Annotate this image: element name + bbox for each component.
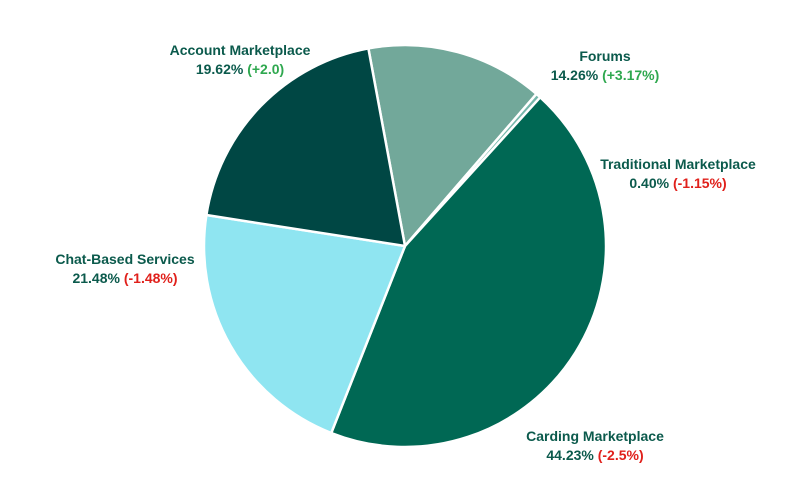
- slice-change: (-2.5%): [597, 447, 644, 463]
- label-forums: Forums 14.26% (+3.17%): [520, 47, 690, 85]
- label-traditional-marketplace: Traditional Marketplace 0.40% (-1.15%): [578, 155, 778, 193]
- slice-value: 14.26%: [550, 67, 599, 83]
- slice-change: (+3.17%): [602, 67, 660, 83]
- label-carding-marketplace: Carding Marketplace 44.23% (-2.5%): [500, 427, 690, 465]
- pie-slice-carding-marketplace: [330, 96, 608, 449]
- slice-change: (-1.48%): [123, 270, 178, 286]
- slice-value: 44.23%: [546, 447, 594, 463]
- pie-slice-account-marketplace: [205, 47, 407, 248]
- slice-name: Forums: [579, 48, 631, 64]
- slice-value: 19.62%: [195, 61, 244, 77]
- slice-value: 21.48%: [72, 270, 120, 286]
- label-account-marketplace: Account Marketplace 19.62% (+2.0): [150, 41, 330, 79]
- slice-name: Account Marketplace: [169, 42, 311, 58]
- slice-change: (-1.15%): [672, 175, 727, 191]
- pie-slice-chat-based-services: [202, 213, 407, 435]
- label-chat-based-services: Chat-Based Services 21.48% (-1.48%): [40, 250, 210, 288]
- slice-name: Traditional Marketplace: [600, 156, 756, 172]
- slice-name: Carding Marketplace: [526, 428, 664, 444]
- slice-change: (+2.0): [247, 61, 285, 77]
- pie-slice-forums: [367, 43, 538, 248]
- slice-value: 0.40%: [629, 175, 670, 191]
- slice-name: Chat-Based Services: [55, 251, 195, 267]
